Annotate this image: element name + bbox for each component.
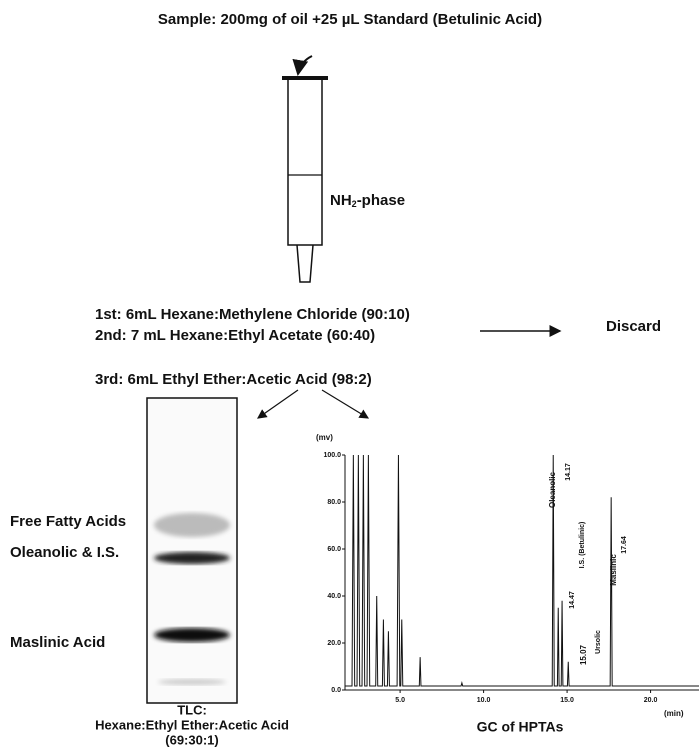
- band-label: Maslinic Acid: [10, 634, 105, 651]
- tlc-caption: Hexane:Ethyl Ether:Acetic Acid: [95, 717, 289, 732]
- phase-main: NH: [330, 192, 352, 209]
- peak-label: 14.17: [565, 463, 572, 481]
- peak-label: Maslinic: [609, 554, 618, 586]
- y-tick-label: 20.0: [327, 640, 341, 647]
- y-tick-label: 100.0: [323, 452, 341, 459]
- tlc-plate: [147, 398, 237, 703]
- step: 1st: 6mL Hexane:Methylene Chloride (90:1…: [95, 306, 410, 323]
- peak-label: 15.07: [579, 644, 588, 665]
- title: Sample: 200mg of oil +25 µL Standard (Be…: [158, 11, 542, 28]
- chart-title: GC of HPTAs: [477, 719, 564, 735]
- chromatogram: 0.0 20.0 40.0 60.0 80.0 100.0 5.0 10.0 15.0 20.0 (…: [316, 433, 699, 735]
- y-tick-label: 40.0: [327, 593, 341, 600]
- x-tick-label: 20.0: [644, 697, 658, 704]
- tlc-caption: TLC:: [177, 702, 207, 717]
- band-label: Free Fatty Acids: [10, 513, 126, 530]
- arrow: [322, 390, 368, 418]
- step: 3rd: 6mL Ethyl Ether:Acetic Acid (98:2): [95, 371, 372, 388]
- phase-rest: -phase: [357, 192, 405, 209]
- y-unit: (mv): [316, 433, 333, 442]
- discard: Discard: [606, 318, 661, 335]
- peak-label: Oleanolic: [548, 471, 557, 508]
- phase-label: NH2-phase: [330, 192, 405, 209]
- diagram: Sample: 200mg of oil +25 µL Standard (Be…: [0, 0, 699, 748]
- y-tick-label: 60.0: [327, 546, 341, 553]
- arrow: [298, 56, 312, 74]
- step: 2nd: 7 mL Hexane:Ethyl Acetate (60:40): [95, 327, 375, 344]
- y-tick-label: 0.0: [331, 687, 341, 694]
- page: {"title": "Sample: 200mg of oil +25 µL S…: [0, 0, 699, 748]
- arrow: [258, 390, 298, 418]
- x-tick-label: 15.0: [560, 697, 574, 704]
- x-tick-label: 10.0: [477, 697, 491, 704]
- cartridge: [282, 78, 328, 282]
- x-unit: (min): [664, 709, 684, 718]
- peak-label: Ursolic: [595, 630, 602, 654]
- x-tick-label: 5.0: [395, 697, 405, 704]
- tlc-caption: (69:30:1): [165, 732, 218, 747]
- peak-label: 17.64: [621, 536, 628, 554]
- peak-label: I.S. (Betulinic): [579, 522, 586, 569]
- trace: [345, 455, 699, 686]
- band-label: Oleanolic & I.S.: [10, 544, 119, 561]
- peak-label: 14.47: [569, 591, 576, 609]
- y-tick-label: 80.0: [327, 499, 341, 506]
